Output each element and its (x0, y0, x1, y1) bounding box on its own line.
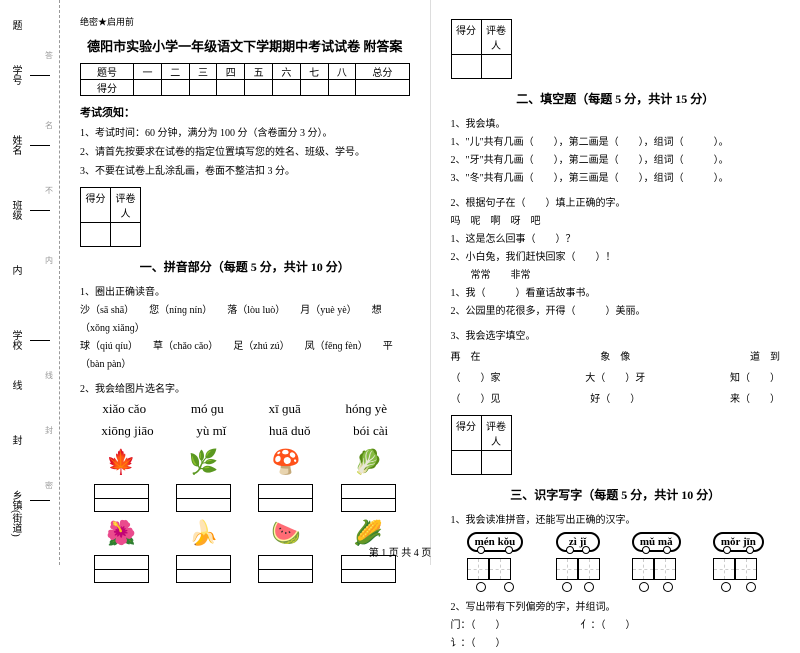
binding-marker: 密 (45, 480, 53, 491)
pinyin-choices-row: xiǎo cǎo mó ɡu xī ɡuā hónɡ yè (80, 401, 410, 417)
binding-label: 乡镇(街道) (8, 490, 23, 537)
binding-label: 学校 (8, 330, 23, 350)
right-column: 得分评卷人 二、填空题（每题 5 分，共计 15 分） 1、我会填。 1、"儿"… (431, 0, 800, 565)
fill-line: 2、"牙"共有几画（ ），第二画是（ ），组词（ ）。 (451, 152, 781, 170)
fill-line: 1、这是怎么回事（ ）？ (451, 231, 781, 249)
grader-box: 得分评卷人 (451, 19, 512, 79)
binding-marker: 答 (45, 50, 53, 61)
score-col: 四 (217, 64, 245, 80)
section-1-title: 一、拼音部分（每题 5 分，共计 10 分） (80, 258, 410, 275)
grader-box: 得分评卷人 (80, 187, 141, 247)
exam-title: 德阳市实验小学一年级语文下学期期中考试试卷 附答案 (80, 36, 410, 55)
binding-line (30, 340, 50, 341)
score-col: 六 (272, 64, 300, 80)
score-col: 八 (328, 64, 356, 80)
binding-margin: 题 学号 答 姓名 名 班级 不 内 内 学校 线 线 封 封 乡镇(街道) 密 (0, 0, 60, 565)
score-col: 一 (134, 64, 162, 80)
question-3-1: 1、我会读准拼音，还能写出正确的汉字。 (451, 511, 781, 526)
page-footer: 第 1 页 共 4 页 (0, 544, 800, 559)
pinyin-line: 沙（sā shā） 您（nínɡ nín） 落（lòu luò） 月（yuè y… (80, 302, 410, 338)
question-3-2: 2、写出带有下列偏旁的字，并组词。 (451, 598, 781, 613)
instructions-heading: 考试须知： (80, 104, 410, 120)
leaf-icon: 🍁 (101, 445, 141, 480)
word-choice-row: 再 在 象 像 道 到 (451, 348, 781, 363)
binding-label: 线 (8, 380, 23, 390)
question-1-2: 2、我会给图片选名字。 (80, 380, 410, 395)
binding-marker: 线 (45, 370, 53, 381)
grass-icon: 🌿 (184, 445, 224, 480)
pinyin-line: 球（qiú qíu） 草（chǎo cǎo） 足（zhú zú） 凤（fēnɡ … (80, 338, 410, 374)
word-fill-row: （ ）见 好（ ） 来（ ） (451, 390, 781, 405)
score-header: 题号 (81, 64, 134, 80)
section-2-title: 二、填空题（每题 5 分，共计 15 分） (451, 90, 781, 107)
instruction-item: 3、不要在试卷上乱涂乱画，卷面不整洁扣 3 分。 (80, 164, 410, 179)
cloud-row: mén kǒu zì jǐ mǔ mǎ mǒr jīn (451, 532, 781, 592)
score-col: 三 (189, 64, 217, 80)
section-3-title: 三、识字写字（每题 5 分，共计 10 分） (451, 486, 781, 503)
cabbage-icon: 🥬 (348, 445, 388, 480)
binding-label: 封 (8, 435, 23, 445)
fill-line: 2、公园里的花很多，开得（ ）美丽。 (451, 303, 781, 321)
binding-marker: 封 (45, 425, 53, 436)
fill-line: 1、我（ ）看童话故事书。 (451, 285, 781, 303)
answer-grid (80, 555, 410, 583)
binding-marker: 名 (45, 120, 53, 131)
word-fill-row: （ ）家 大（ ）牙 知（ ） (451, 369, 781, 384)
fill-line: 常常 非常 (451, 267, 781, 285)
fill-line: 3、"冬"共有几画（ ），第三画是（ ），组词（ ）。 (451, 170, 781, 188)
binding-line (30, 500, 50, 501)
score-col: 总分 (356, 64, 409, 80)
left-column: 绝密★启用前 德阳市实验小学一年级语文下学期期中考试试卷 附答案 题号 一 二 … (60, 0, 431, 565)
pinyin-cloud: mén kǒu (467, 532, 524, 592)
score-table: 题号 一 二 三 四 五 六 七 八 总分 得分 (80, 63, 410, 96)
fill-line: 门：（ ） 亻：（ ） (451, 617, 781, 635)
mushroom-icon: 🍄 (266, 445, 306, 480)
fill-line: 讠：（ ） (451, 635, 781, 653)
question-1-1: 1、圈出正确读音。 (80, 283, 410, 298)
binding-line (30, 75, 50, 76)
binding-label: 学号 (8, 65, 23, 85)
binding-label: 姓名 (8, 135, 23, 155)
score-col: 二 (161, 64, 189, 80)
score-header: 得分 (81, 80, 134, 96)
score-col: 五 (245, 64, 273, 80)
image-row: 🍁 🌿 🍄 🥬 (80, 445, 410, 480)
score-col: 七 (300, 64, 328, 80)
instruction-item: 1、考试时间：60 分钟，满分为 100 分（含卷面分 3 分）。 (80, 126, 410, 141)
question-2-1: 1、我会填。 (451, 115, 781, 130)
pinyin-cloud: mǔ mǎ (632, 532, 681, 592)
binding-label: 题 (8, 20, 23, 30)
grader-box: 得分评卷人 (451, 415, 512, 475)
answer-grid (80, 484, 410, 512)
binding-label: 内 (8, 265, 23, 275)
binding-marker: 不 (45, 185, 53, 196)
binding-label: 班级 (8, 200, 23, 220)
binding-marker: 内 (45, 255, 53, 266)
classification-label: 绝密★启用前 (80, 15, 410, 28)
question-2-3: 3、我会选字填空。 (451, 327, 781, 342)
fill-line: 吗 呢 啊 呀 吧 (451, 213, 781, 231)
pinyin-choices-row: xiōnɡ jiāo yù mǐ huā duǒ bói cài (80, 423, 410, 439)
fill-line: 2、小白兔，我们赶快回家（ ）！ (451, 249, 781, 267)
pinyin-cloud: mǒr jīn (713, 532, 764, 592)
pinyin-cloud: zì jǐ (556, 532, 600, 592)
binding-line (30, 210, 50, 211)
instruction-item: 2、请首先按要求在试卷的指定位置填写您的姓名、班级、学号。 (80, 145, 410, 160)
fill-line: 1、"儿"共有几画（ ），第二画是（ ），组词（ ）。 (451, 134, 781, 152)
question-2-2: 2、根据句子在（ ）填上正确的字。 (451, 194, 781, 209)
binding-line (30, 145, 50, 146)
